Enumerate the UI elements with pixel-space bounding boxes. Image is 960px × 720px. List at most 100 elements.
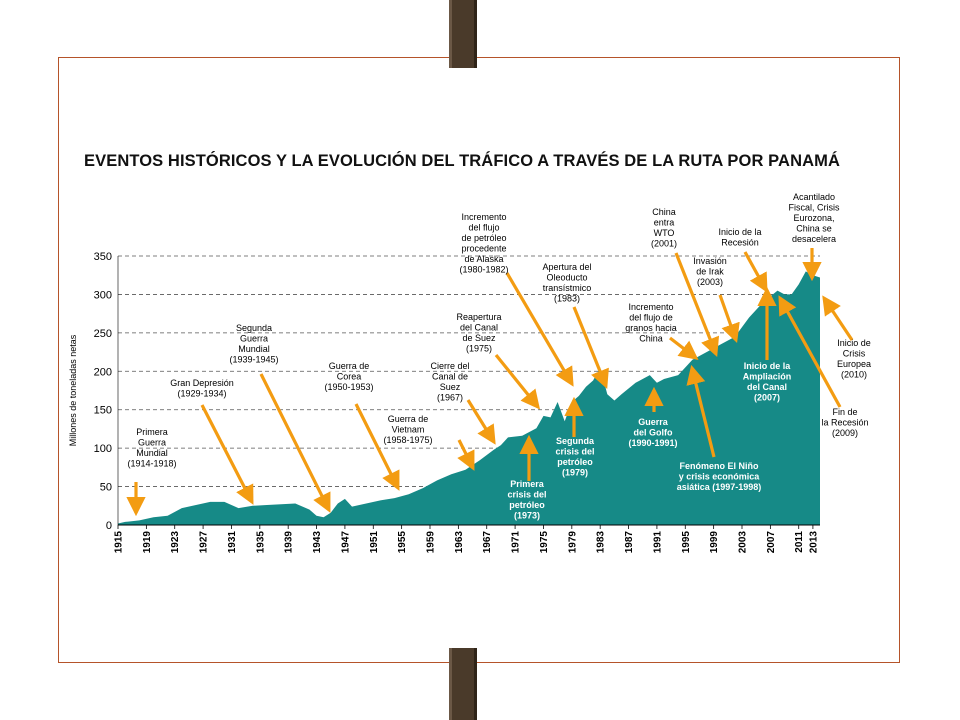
annotation-arrow: [572, 306, 609, 389]
annotation-line: (1958-1975): [383, 435, 432, 445]
annotation-line: Ampliación: [743, 372, 792, 382]
annotation-line: de Suez: [462, 333, 496, 343]
annotation-arrow: [822, 295, 854, 341]
annotation-line: del flujo: [468, 223, 499, 233]
annotation-line: Segunda: [556, 436, 595, 446]
annotation-line: (1967): [437, 393, 463, 403]
x-tick-label: 1947: [340, 531, 351, 554]
annotation-line: Guerra: [138, 438, 166, 448]
annotation-line: petróleo: [557, 457, 593, 467]
x-tick-label: 1991: [652, 531, 663, 554]
traffic-area-chart: 0 50 100 150 200 250 300 350 Millones de tonelad…: [68, 192, 871, 554]
binder-clip-top: [449, 0, 477, 68]
annotation-line: WTO: [654, 228, 675, 238]
x-tick-label: 1935: [255, 531, 266, 554]
x-tick-label: 1975: [539, 531, 550, 554]
x-tick-label: 1955: [397, 531, 408, 554]
annotation-line: Fenómeno El Niño: [679, 461, 759, 471]
annotation-arrow: [669, 336, 699, 360]
binder-clip-bottom: [449, 648, 477, 720]
annotation-line: Gran Depresión: [170, 378, 234, 388]
annotation-line: entra: [654, 218, 675, 228]
annotation-line: (1979): [562, 468, 588, 478]
y-tick-label: 0: [106, 520, 112, 532]
slide-frame: [58, 57, 900, 663]
annotation-line: Incremento: [628, 302, 673, 312]
annotation-line: de Irak: [696, 267, 724, 277]
annotation-arrow: [200, 404, 254, 505]
annotation-line: Incremento: [461, 212, 506, 222]
annotation-line: del Golfo: [634, 428, 673, 438]
annotation-line: petróleo: [509, 500, 545, 510]
x-tick-label: 2013: [808, 531, 819, 554]
annotation-arrow: [686, 364, 716, 458]
x-tick-label: 1995: [681, 531, 692, 554]
annotation-line: Inicio de: [837, 338, 871, 348]
annotation-line: Inicio de la: [744, 361, 792, 371]
annotation-line: Oleoducto: [546, 273, 587, 283]
annotation-line: Suez: [440, 382, 461, 392]
x-tick-label: 1951: [369, 531, 380, 554]
annotation-line: China se: [796, 224, 832, 234]
x-tick-label: 1967: [482, 531, 493, 554]
annotation-line: del Canal: [460, 323, 498, 333]
annotation-line: de Alaska: [464, 254, 503, 264]
annotation-arrow: [505, 272, 574, 387]
annotation-line: Recesión: [721, 238, 759, 248]
x-tick-label: 1919: [142, 531, 153, 554]
annotation-line: Crisis: [843, 349, 866, 359]
annotation-line: Europea: [837, 359, 871, 369]
annotation-line: (2010): [841, 370, 867, 380]
annotation-arrow: [494, 353, 541, 410]
annotation-arrow: [674, 252, 720, 357]
annotation-arrow: [466, 399, 496, 445]
annotation-line: China: [652, 207, 676, 217]
annotation-line: (1929-1934): [177, 389, 226, 399]
annotation-line: Apertura del: [542, 262, 591, 272]
annotation-line: Guerra de: [329, 361, 370, 371]
annotation-arrow: [354, 403, 400, 491]
annotation-line: Canal de: [432, 372, 468, 382]
annotation-line: Vietnam: [392, 425, 425, 435]
annotation-line: Inicio de la: [718, 227, 761, 237]
y-axis-label: Millones de toneladas netas: [68, 334, 78, 446]
y-tick-label: 150: [94, 405, 112, 417]
y-tick-label: 100: [94, 443, 112, 455]
annotation-line: Invasión: [693, 256, 727, 266]
annotation-line: Primera: [510, 479, 545, 489]
annotation-line: Mundial: [136, 448, 168, 458]
annotation-line: la Recesión: [821, 418, 868, 428]
x-tick-label: 1999: [709, 531, 720, 554]
annotation-line: Reapertura: [456, 312, 501, 322]
x-tick-label: 2007: [766, 531, 777, 554]
annotation-line: (2001): [651, 239, 677, 249]
x-tick-label: 2011: [794, 531, 805, 553]
annotation-line: Fin de: [832, 407, 857, 417]
y-tick-label: 50: [100, 482, 112, 494]
annotation-line: procedente: [461, 244, 506, 254]
annotation-line: Guerra: [240, 334, 268, 344]
annotation-line: transístmico: [543, 283, 592, 293]
annotation-line: Fiscal, Crisis: [789, 203, 840, 213]
x-tick-label: 1927: [199, 531, 210, 554]
annotation-line: (2009): [832, 428, 858, 438]
annotation-line: Corea: [337, 372, 362, 382]
annotation-line: asiática (1997-1998): [677, 482, 762, 492]
annotation-arrow: [259, 373, 331, 513]
x-tick-label: 1983: [596, 531, 607, 554]
annotation-line: de petróleo: [461, 233, 506, 243]
x-tick-label: 1959: [426, 531, 437, 554]
